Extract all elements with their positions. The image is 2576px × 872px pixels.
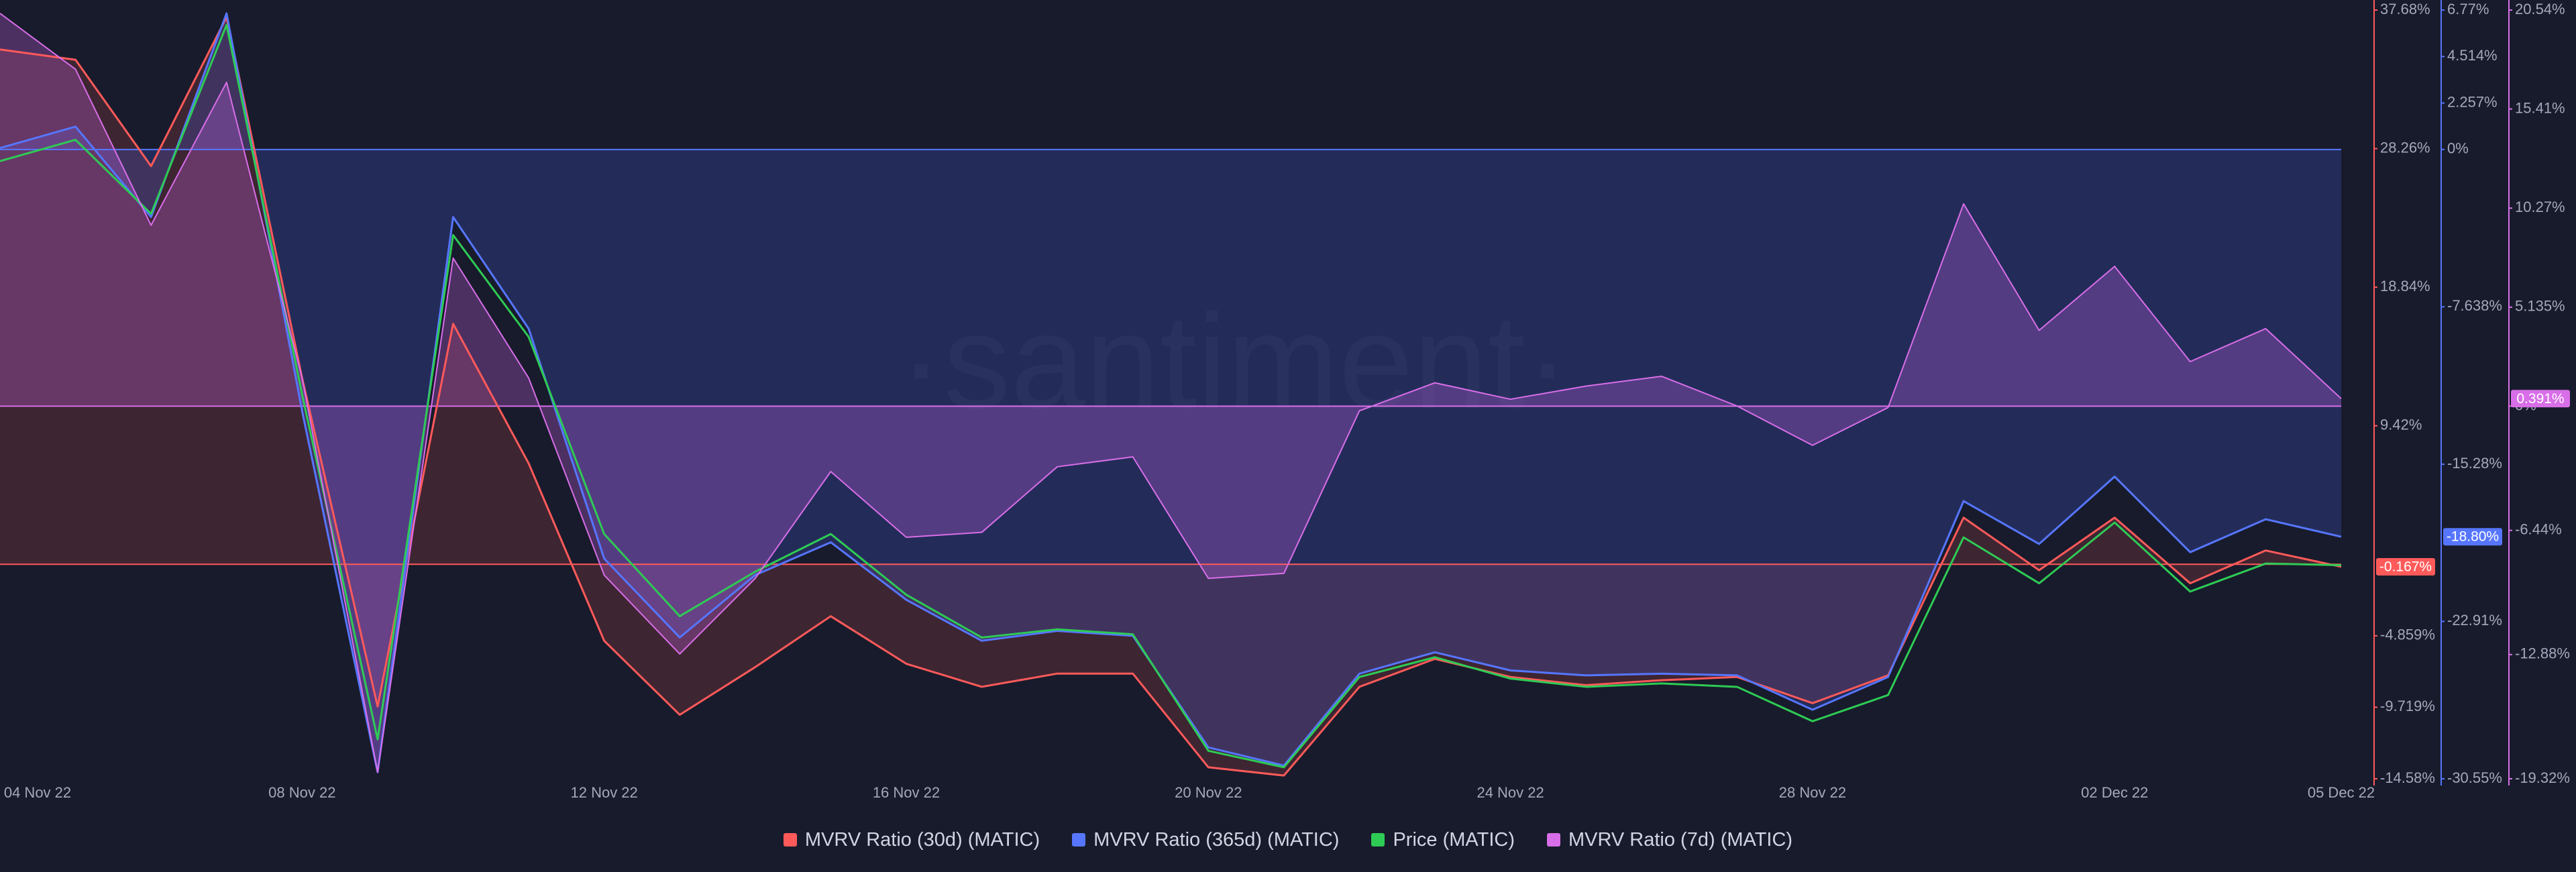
legend-swatch	[1072, 833, 1086, 847]
y-tick-label: -30.55%	[2447, 769, 2502, 786]
y-tick-label: 10.27%	[2515, 199, 2565, 215]
legend-item[interactable]: MVRV Ratio (30d) (MATIC)	[783, 828, 1040, 851]
y-tick-label: 15.41%	[2515, 99, 2565, 116]
y-tick-label: 18.84%	[2380, 278, 2430, 294]
y-tick-label: 28.26%	[2380, 139, 2430, 156]
legend-swatch	[1546, 833, 1560, 847]
x-tick-label: 05 Dec 22	[2308, 784, 2375, 801]
areas	[0, 13, 2341, 776]
y-tick-label: 37.68%	[2380, 1, 2430, 17]
y-tick-label: -22.91%	[2447, 612, 2502, 629]
y-tick-label: 4.514%	[2447, 47, 2498, 64]
area	[0, 13, 2341, 773]
y-tick-label: -19.32%	[2515, 769, 2570, 786]
chart: ·santiment· 37.68%28.26%18.84%9.42%-4.85…	[0, 0, 2570, 801]
y-tick-label: -6.44%	[2515, 521, 2562, 538]
y-tick-label: -12.88%	[2515, 645, 2570, 662]
legend: MVRV Ratio (30d) (MATIC) MVRV Ratio (365d…	[0, 820, 2576, 860]
y-tick-label: 0%	[2447, 140, 2469, 157]
legend-label: Price (MATIC)	[1393, 828, 1515, 851]
y-tick-label: -4.859%	[2380, 626, 2435, 643]
value-label: 0.391%	[2516, 391, 2564, 406]
x-tick-label: 12 Nov 22	[570, 784, 637, 801]
x-tick-label: 24 Nov 22	[1477, 784, 1544, 801]
area	[0, 13, 2341, 773]
x-tick-label: 28 Nov 22	[1779, 784, 1846, 801]
area	[0, 17, 2341, 776]
legend-item[interactable]: MVRV Ratio (365d) (MATIC)	[1072, 829, 1339, 851]
y-tick-label: -7.638%	[2447, 297, 2502, 314]
legend-label: MVRV Ratio (365d) (MATIC)	[1093, 828, 1340, 851]
value-badge	[2376, 557, 2435, 576]
line	[0, 16, 2342, 777]
legend-item[interactable]: MVRV Ratio (7d) (MATIC)	[1546, 828, 1793, 851]
x-tick-label: 04 Nov 22	[4, 784, 71, 801]
x-tick-label: 08 Nov 22	[268, 784, 335, 801]
x-tick-label: 20 Nov 22	[1175, 784, 1242, 801]
value-badge	[2511, 390, 2570, 408]
value-label: -18.80%	[2447, 529, 2499, 545]
line	[0, 23, 2342, 769]
legend-swatch	[1371, 833, 1385, 847]
y-tick-label: -14.58%	[2380, 769, 2435, 786]
x-tick-label: 16 Nov 22	[873, 784, 940, 801]
legend-label: MVRV Ratio (30d) (MATIC)	[804, 828, 1040, 851]
lines	[0, 12, 2342, 777]
value-badge	[2443, 528, 2502, 546]
y-tick-label: 5.135%	[2515, 298, 2565, 315]
legend-label: MVRV Ratio (7d) (MATIC)	[1568, 828, 1793, 851]
x-tick-label: 02 Dec 22	[2081, 784, 2148, 801]
value-label: -0.167%	[2379, 559, 2432, 574]
legend-item[interactable]: Price (MATIC)	[1371, 829, 1515, 851]
y-tick-label: 2.257%	[2447, 93, 2498, 110]
y-tick-label: 6.77%	[2447, 1, 2489, 17]
y-tick-label: 20.54%	[2515, 1, 2565, 17]
y-tick-label: -9.719%	[2380, 698, 2435, 714]
legend-swatch	[783, 833, 797, 847]
y-tick-label: 9.42%	[2380, 417, 2422, 433]
y-tick-label: -15.28%	[2447, 455, 2502, 472]
line	[0, 13, 2342, 773]
